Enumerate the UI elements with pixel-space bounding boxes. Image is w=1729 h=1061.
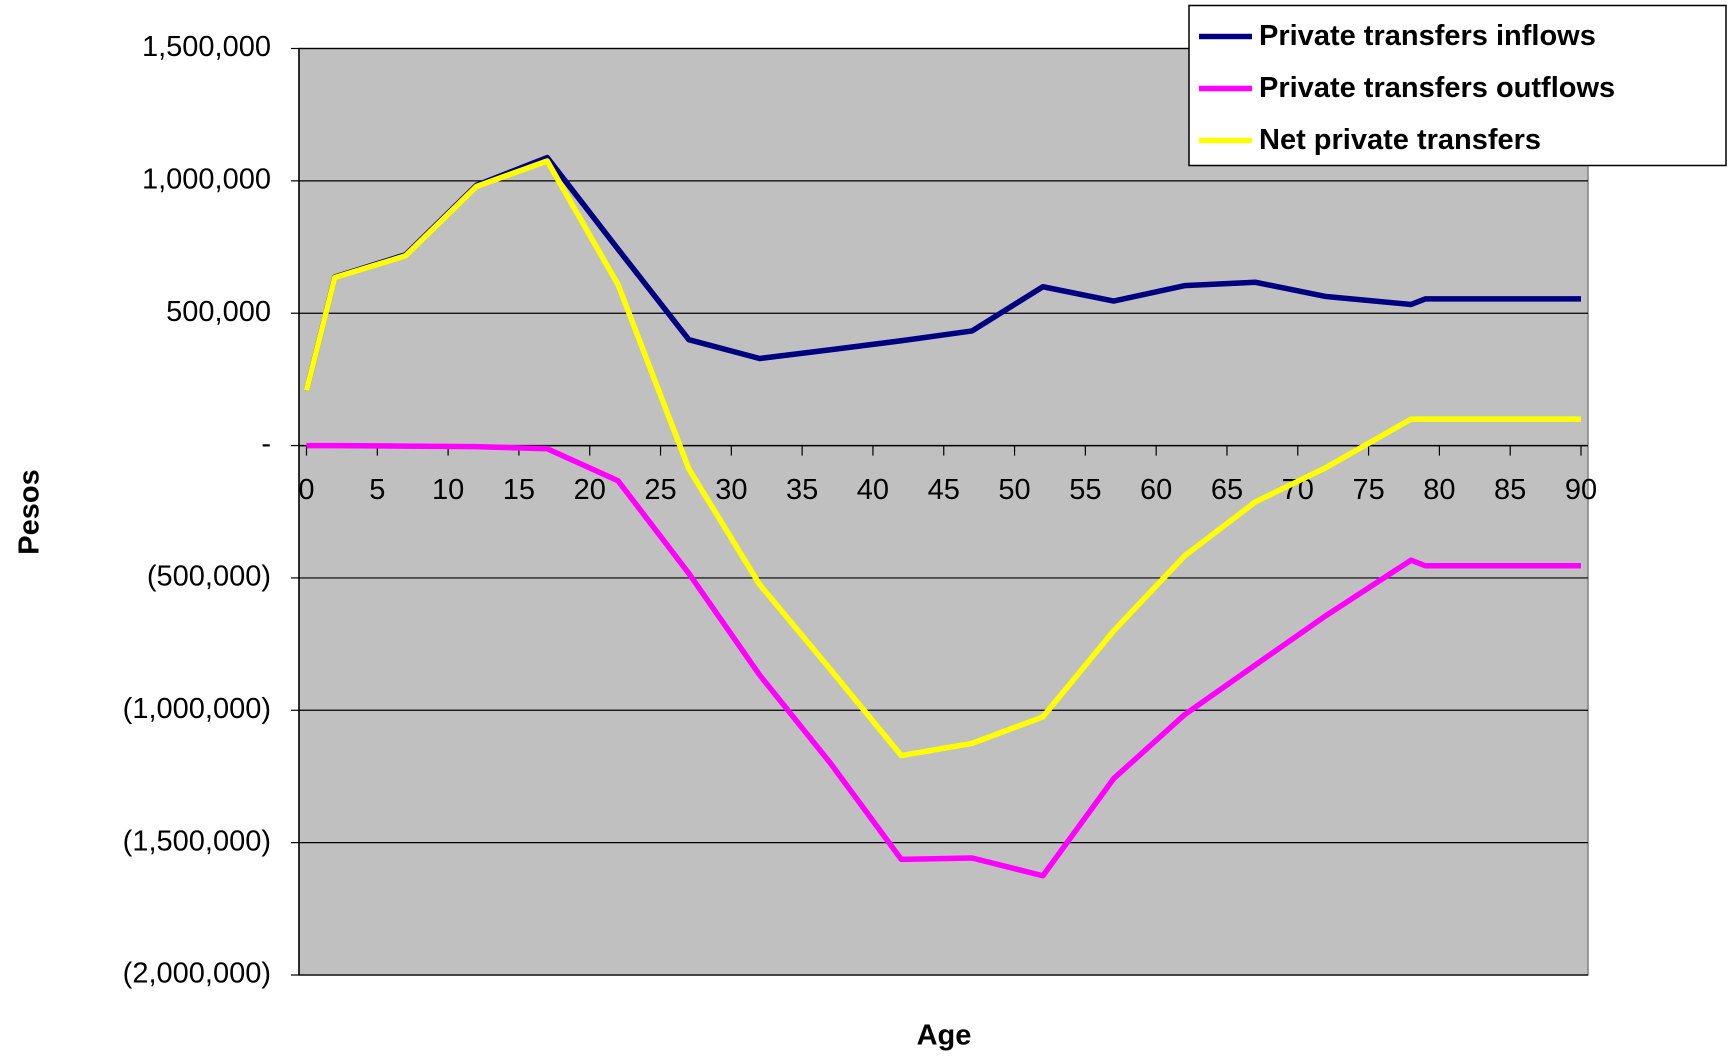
x-tick-label: 10	[432, 474, 464, 506]
x-tick-label: 0	[298, 474, 314, 506]
y-axis-title: Pesos	[14, 469, 46, 554]
x-tick-label: 85	[1494, 474, 1526, 506]
series-line	[306, 442, 1581, 879]
x-tick-label: 60	[1140, 474, 1172, 506]
x-tick-label: 50	[998, 474, 1030, 506]
x-tick-label: 80	[1423, 474, 1455, 506]
x-tick-label: 25	[644, 474, 676, 506]
x-tick-label: 40	[857, 474, 889, 506]
x-tick-label: 30	[715, 474, 747, 506]
legend-label: Net private transfers	[1259, 124, 1541, 156]
legend-label: Private transfers outflows	[1259, 72, 1615, 104]
y-tick-label: -	[261, 428, 271, 460]
x-tick-label: 15	[503, 474, 535, 506]
x-tick-label: 65	[1211, 474, 1243, 506]
legend-label: Private transfers inflows	[1259, 20, 1596, 52]
x-axis-title: Age	[917, 1020, 972, 1052]
y-tick-label: 1,000,000	[142, 164, 271, 196]
y-tick-label: 500,000	[166, 296, 271, 328]
x-tick-label: 55	[1069, 474, 1101, 506]
x-tick-label: 90	[1565, 474, 1597, 506]
x-tick-label: 35	[786, 474, 818, 506]
x-tick-label: 45	[928, 474, 960, 506]
x-tick-label: 5	[369, 474, 385, 506]
series-line	[303, 158, 1581, 759]
y-tick-label: (1,500,000)	[123, 825, 271, 857]
legend-box	[1188, 4, 1727, 167]
x-tick-label: 75	[1352, 474, 1384, 506]
y-tick-label: (500,000)	[147, 561, 271, 593]
y-tick-label: (1,000,000)	[123, 693, 271, 725]
plot-area	[298, 47, 1589, 976]
y-tick-label: 1,500,000	[142, 31, 271, 63]
x-tick-label: 20	[574, 474, 606, 506]
y-tick-label: (2,000,000)	[123, 958, 271, 990]
